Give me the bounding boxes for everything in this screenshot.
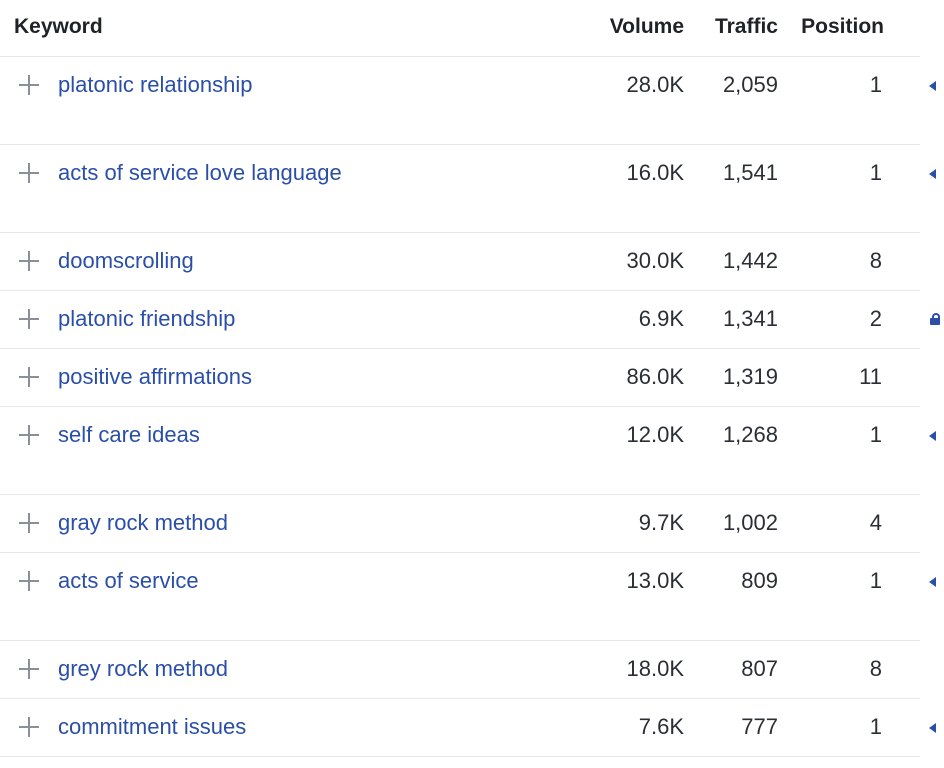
- volume-value: 7.6K: [638, 714, 684, 739]
- add-keyword-plus-icon[interactable]: [18, 512, 40, 534]
- keyword-link[interactable]: self care ideas: [58, 422, 200, 447]
- table-row: grey rock method 18.0K 807 8: [0, 641, 920, 699]
- table-row: commitment issues 7.6K 777 1: [0, 699, 936, 757]
- traffic-value: 1,341: [722, 306, 778, 331]
- table-body: platonic relationship 28.0K 2,059 1 acts of …: [0, 57, 944, 757]
- column-header-volume[interactable]: Volume: [609, 15, 684, 38]
- volume-value: 12.0K: [626, 422, 685, 447]
- traffic-value: 1,442: [722, 248, 778, 273]
- table-row: platonic friendship 6.9K 1,341 2: [0, 291, 940, 349]
- position-value: 8: [869, 656, 882, 681]
- add-keyword-plus-icon[interactable]: [18, 162, 40, 184]
- position-value: 1: [869, 422, 882, 447]
- keyword-link[interactable]: commitment issues: [58, 714, 247, 739]
- position-value: 1: [869, 568, 882, 593]
- position-value: 1: [869, 160, 882, 185]
- position-value: 1: [869, 72, 882, 97]
- volume-value: 9.7K: [638, 510, 684, 535]
- serp-arrow-icon[interactable]: [929, 81, 936, 91]
- keyword-link[interactable]: grey rock method: [58, 656, 228, 681]
- keyword-link[interactable]: doomscrolling: [58, 248, 194, 273]
- volume-value: 6.9K: [638, 306, 684, 331]
- keyword-link[interactable]: acts of service love language: [58, 160, 342, 185]
- table-row: acts of service 13.0K 809 1: [0, 553, 936, 641]
- keyword-link[interactable]: acts of service: [58, 568, 199, 593]
- serp-arrow-icon[interactable]: [929, 723, 936, 733]
- volume-value: 30.0K: [626, 248, 685, 273]
- volume-value: 18.0K: [626, 656, 685, 681]
- table-row: self care ideas 12.0K 1,268 1: [0, 407, 936, 495]
- serp-arrow-icon[interactable]: [929, 577, 936, 587]
- traffic-value: 1,002: [722, 510, 778, 535]
- add-keyword-plus-icon[interactable]: [18, 716, 40, 738]
- add-keyword-plus-icon[interactable]: [18, 570, 40, 592]
- add-keyword-plus-icon[interactable]: [18, 250, 40, 272]
- position-value: 8: [869, 248, 882, 273]
- table-row: doomscrolling 30.0K 1,442 8: [0, 233, 920, 291]
- add-keyword-plus-icon[interactable]: [18, 424, 40, 446]
- volume-value: 13.0K: [626, 568, 685, 593]
- table-row: acts of service love language 16.0K 1,541 1: [0, 145, 936, 233]
- traffic-value: 1,541: [722, 160, 778, 185]
- serp-arrow-icon[interactable]: [929, 431, 936, 441]
- keyword-link[interactable]: gray rock method: [58, 510, 228, 535]
- traffic-value: 1,319: [722, 364, 778, 389]
- keyword-link[interactable]: platonic relationship: [58, 72, 253, 97]
- table-row: positive affirmations 86.0K 1,319 11: [0, 349, 920, 407]
- add-keyword-plus-icon[interactable]: [18, 308, 40, 330]
- traffic-value: 777: [741, 714, 778, 739]
- table-header: Keyword Volume Traffic Position: [0, 0, 920, 57]
- position-value: 4: [869, 510, 882, 535]
- table-row: platonic relationship 28.0K 2,059 1: [0, 57, 936, 145]
- column-header-keyword[interactable]: Keyword: [14, 15, 103, 38]
- column-header-traffic[interactable]: Traffic: [714, 15, 778, 38]
- position-value: 11: [859, 364, 882, 389]
- traffic-value: 1,268: [722, 422, 778, 447]
- add-keyword-plus-icon[interactable]: [18, 658, 40, 680]
- volume-value: 16.0K: [626, 160, 685, 185]
- column-header-position[interactable]: Position: [801, 15, 884, 38]
- traffic-value: 809: [741, 568, 778, 593]
- keyword-link[interactable]: platonic friendship: [58, 306, 236, 331]
- add-keyword-plus-icon[interactable]: [18, 74, 40, 96]
- position-value: 2: [869, 306, 882, 331]
- volume-value: 28.0K: [626, 72, 685, 97]
- table-row: gray rock method 9.7K 1,002 4: [0, 495, 920, 553]
- position-value: 1: [869, 714, 882, 739]
- lock-icon: [930, 313, 940, 325]
- traffic-value: 2,059: [722, 72, 778, 97]
- keyword-link[interactable]: positive affirmations: [58, 364, 253, 389]
- traffic-value: 807: [741, 656, 778, 681]
- serp-arrow-icon[interactable]: [929, 169, 936, 179]
- add-keyword-plus-icon[interactable]: [18, 366, 40, 388]
- volume-value: 86.0K: [626, 364, 685, 389]
